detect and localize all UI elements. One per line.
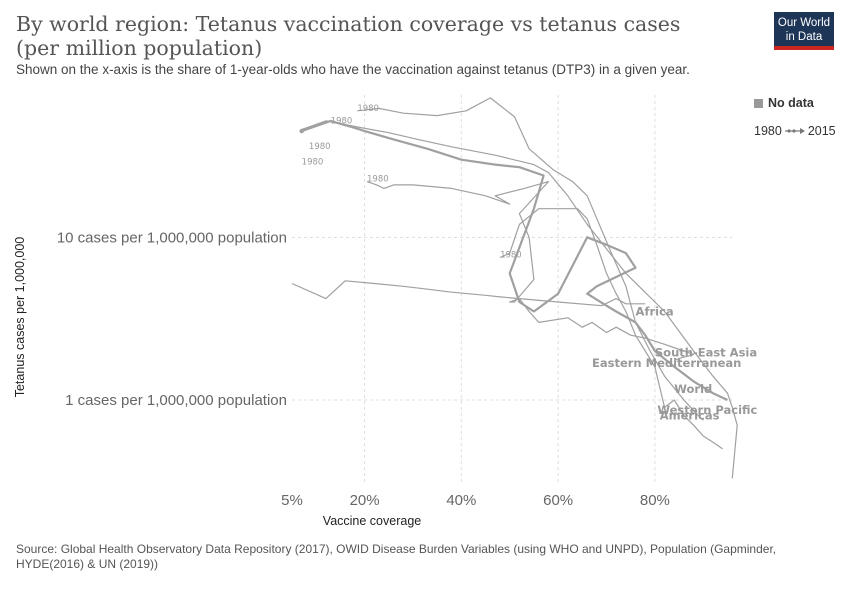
series-line-eastern-mediterranean[interactable] [301, 120, 738, 479]
legend-no-data[interactable]: No data [754, 96, 814, 110]
series-line-south-east-asia[interactable] [366, 181, 695, 361]
x-axis-title: Vaccine coverage [323, 514, 421, 528]
series-start-label: 1980 [500, 251, 522, 261]
series-start-label: 1980 [367, 175, 389, 185]
series-line-world[interactable] [301, 119, 728, 401]
x-tick-label: 40% [446, 492, 476, 509]
series-label-africa[interactable]: Africa [636, 305, 674, 319]
series-label-eastern-mediterranean[interactable]: Eastern Mediterranean [592, 356, 741, 370]
time-arrow-icon [784, 128, 805, 134]
y-tick-label: 1 cases per 1,000,000 population [65, 392, 287, 409]
series-start-label: 1980 [302, 158, 324, 168]
grid-lines [292, 95, 732, 485]
series-label-world[interactable]: World [674, 382, 712, 396]
legend-time-end: 2015 [807, 124, 836, 138]
legend-time-range: 1980 2015 [754, 124, 836, 138]
series-line-africa[interactable] [291, 280, 646, 307]
series-labels: 1980 Africa 1980 South-East Asia 1980 Eastern… [302, 104, 758, 423]
series-start-label: 1980 [331, 117, 353, 127]
x-tick-label: 80% [640, 492, 670, 509]
series-start-label: 1980 [357, 104, 379, 114]
series-start-label: 1980 [309, 142, 331, 152]
chart-title: By world region: Tetanus vaccination cov… [16, 12, 681, 60]
no-data-swatch [754, 98, 763, 108]
logo-line-1: Our World [777, 17, 831, 29]
owid-logo[interactable]: Our World in Data [774, 12, 834, 50]
series-label-americas[interactable]: Americas [660, 408, 720, 422]
axis-ticks: 5% 20% 40% 60% 80% 10 cases per 1,000,000 pop… [57, 229, 670, 509]
series-line-americas[interactable] [499, 208, 723, 450]
no-data-label: No data [768, 96, 814, 110]
series-label-south-east-asia[interactable]: South-East Asia [655, 346, 757, 360]
source-note: Source: Global Health Observatory Data R… [16, 542, 777, 571]
y-axis-title: Tetanus cases per 1,000,000 [13, 237, 27, 398]
series-line-western-pacific[interactable] [357, 97, 704, 421]
series-label-western-pacific[interactable]: Western Pacific [657, 403, 757, 417]
logo-line-2: in Data [785, 31, 823, 43]
chart-subtitle: Shown on the x-axis is the share of 1-ye… [16, 62, 690, 77]
x-tick-label: 5% [281, 492, 303, 509]
series-start-dot [299, 128, 304, 134]
series-lines [291, 97, 738, 479]
x-tick-label: 20% [350, 492, 380, 509]
x-tick-label: 60% [543, 492, 573, 509]
legend-time-start: 1980 [754, 124, 782, 138]
y-tick-label: 10 cases per 1,000,000 population [57, 229, 287, 246]
